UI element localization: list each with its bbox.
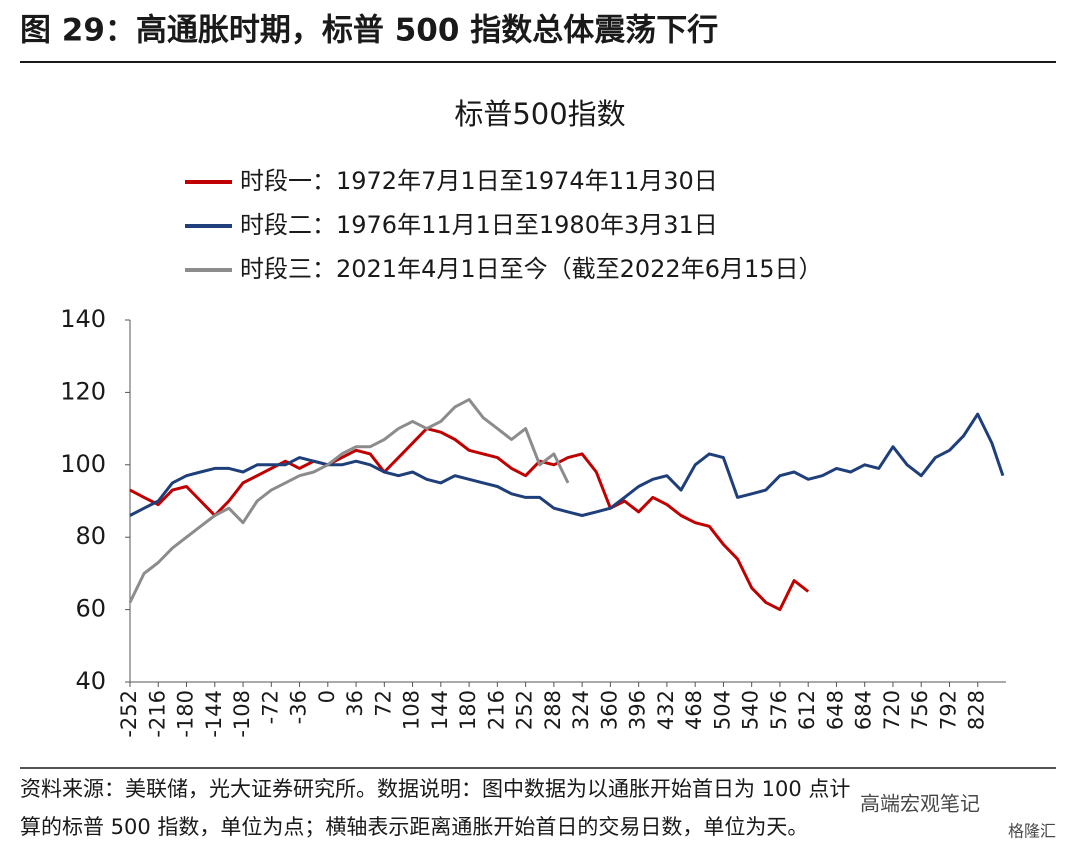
x-tick-label: 576 xyxy=(767,690,791,730)
legend-label: 时段一：1972年7月1日至1974年11月30日 xyxy=(240,167,718,195)
x-tick-label: 0 xyxy=(315,690,339,703)
y-tick-label: 40 xyxy=(75,667,106,695)
figure-title: 图 29：高通胀时期，标普 500 指数总体震荡下行 xyxy=(20,13,718,49)
x-tick-label: 288 xyxy=(541,690,565,730)
x-tick-label: 36 xyxy=(343,690,367,717)
legend-label: 时段二：1976年11月1日至1980年3月31日 xyxy=(240,211,718,239)
x-tick-label: 684 xyxy=(852,690,876,730)
series-line xyxy=(129,427,810,612)
x-tick-label: 828 xyxy=(965,690,989,730)
x-tick-label: 144 xyxy=(428,690,452,730)
x-tick-label: 756 xyxy=(908,690,932,730)
x-tick-label: 432 xyxy=(654,690,678,730)
x-tick-label: 396 xyxy=(626,690,650,730)
x-tick-label: -180 xyxy=(174,690,198,738)
watermark: 格隆汇 xyxy=(1008,822,1056,841)
x-tick-label: 216 xyxy=(484,690,508,730)
x-tick-label: 792 xyxy=(936,690,960,730)
x-tick-label: 360 xyxy=(597,690,621,730)
x-tick-label: -216 xyxy=(145,690,169,738)
x-tick-label: 108 xyxy=(400,690,424,730)
x-tick-label: 504 xyxy=(710,690,734,730)
y-tick-label: 120 xyxy=(60,377,106,405)
x-tick-label: -144 xyxy=(202,690,226,738)
x-tick-label: 720 xyxy=(880,690,904,730)
series-line xyxy=(129,412,1005,517)
x-tick-label: -252 xyxy=(117,690,141,738)
x-tick-label: -72 xyxy=(258,690,282,724)
x-tick-label: 468 xyxy=(682,690,706,730)
x-tick-label: 540 xyxy=(739,690,763,730)
y-tick-label: 60 xyxy=(75,595,106,623)
y-tick-label: 140 xyxy=(60,305,106,333)
x-tick-label: -36 xyxy=(287,690,311,724)
x-tick-label: -108 xyxy=(230,690,254,738)
footer-line: 资料来源：美联储，光大证券研究所。数据说明：图中数据为以通胀开始首日为 100 … xyxy=(20,777,850,801)
x-tick-label: 72 xyxy=(371,690,395,717)
y-tick-label: 80 xyxy=(75,522,106,550)
watermark: 高端宏观笔记 xyxy=(860,792,980,816)
x-tick-label: 612 xyxy=(795,690,819,730)
x-tick-label: 648 xyxy=(823,690,847,730)
footer-line: 算的标普 500 指数，单位为点；横轴表示距离通胀开始首日的交易日数，单位为天。 xyxy=(20,815,808,839)
x-tick-label: 324 xyxy=(569,690,593,730)
chart-title: 标普500指数 xyxy=(454,97,625,131)
series-line xyxy=(128,398,570,604)
x-tick-label: 252 xyxy=(513,690,537,730)
x-tick-label: 180 xyxy=(456,690,480,730)
legend-label: 时段三：2021年4月1日至今（截至2022年6月15日） xyxy=(240,255,823,283)
y-tick-label: 100 xyxy=(60,450,106,478)
